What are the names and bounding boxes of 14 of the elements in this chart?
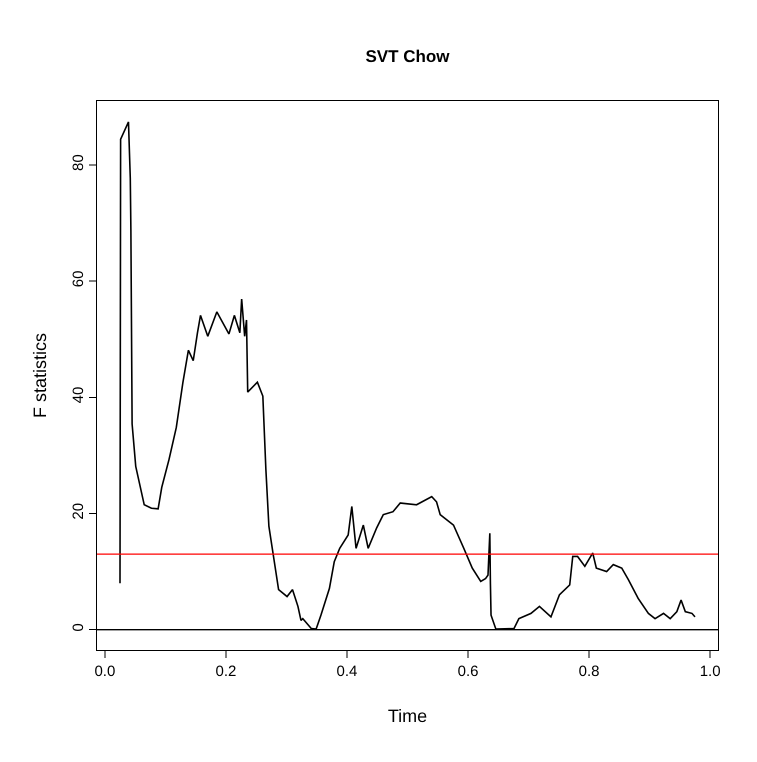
- chart-title: SVT Chow: [365, 46, 450, 66]
- y-tick-label: 80: [70, 154, 87, 171]
- x-tick-label: 0.2: [215, 663, 236, 680]
- x-tick-label: 0.0: [94, 663, 116, 680]
- x-tick-label: 0.6: [458, 663, 478, 680]
- y-tick-label: 20: [70, 502, 87, 520]
- x-axis-title: Time: [388, 706, 428, 726]
- x-tick-label: 0.8: [578, 663, 600, 680]
- x-tick-label: 0.4: [336, 663, 358, 680]
- y-tick-label: 0: [70, 623, 87, 632]
- y-tick-label: 40: [70, 386, 87, 404]
- y-tick-label: 60: [70, 270, 87, 288]
- x-tick-label: 1.0: [700, 663, 721, 680]
- y-axis-title: F statistics: [30, 332, 50, 418]
